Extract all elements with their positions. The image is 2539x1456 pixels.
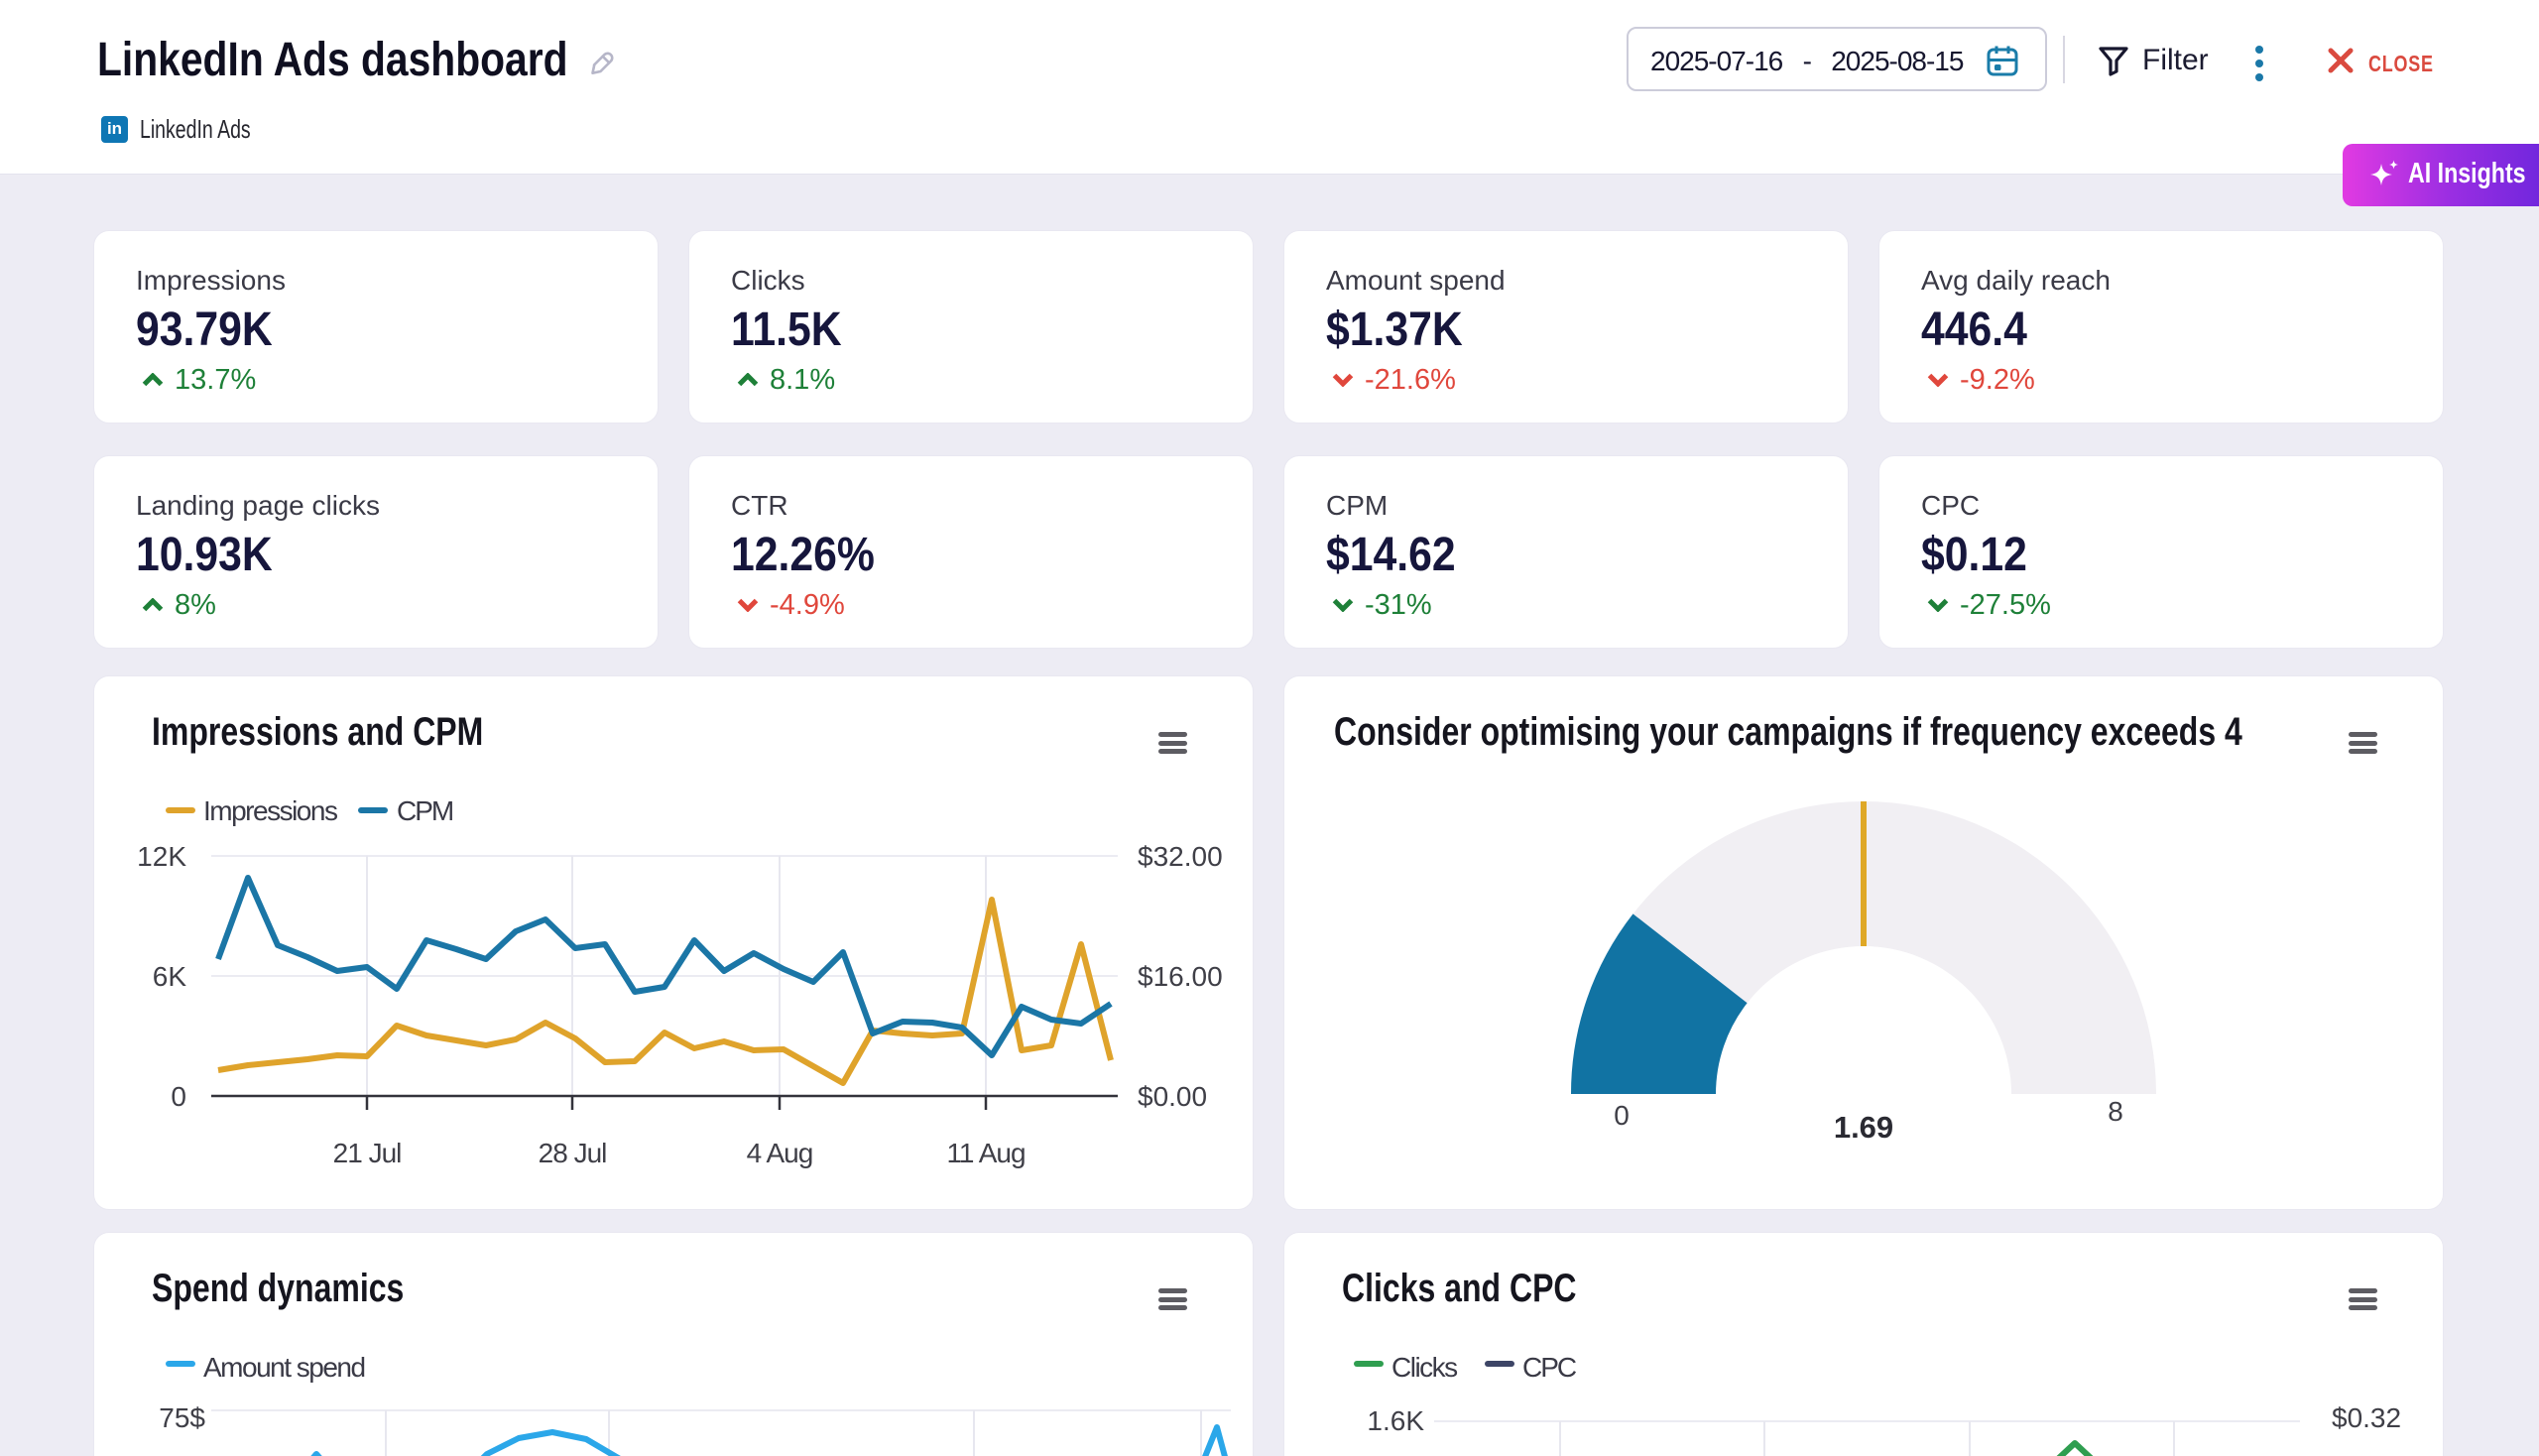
svg-text:1.69: 1.69 [1834, 1110, 1893, 1145]
svg-text:Clicks: Clicks [1391, 1352, 1457, 1383]
svg-text:$0.00: $0.00 [1138, 1081, 1207, 1112]
svg-text:4 Aug: 4 Aug [747, 1138, 813, 1168]
svg-text:6K: 6K [153, 961, 187, 992]
svg-text:0: 0 [1614, 1100, 1630, 1131]
svg-text:75$: 75$ [159, 1402, 205, 1433]
svg-text:CPC: CPC [1522, 1352, 1577, 1383]
svg-text:$0.32: $0.32 [2332, 1402, 2401, 1433]
svg-text:0: 0 [171, 1081, 186, 1112]
svg-text:Impressions: Impressions [203, 795, 337, 826]
svg-text:21 Jul: 21 Jul [333, 1138, 402, 1168]
svg-text:$32.00: $32.00 [1138, 841, 1223, 872]
svg-text:$16.00: $16.00 [1138, 961, 1223, 992]
svg-text:CPM: CPM [397, 795, 453, 826]
svg-text:12K: 12K [137, 841, 186, 872]
svg-text:11 Aug: 11 Aug [946, 1138, 1025, 1168]
svg-text:28 Jul: 28 Jul [539, 1138, 607, 1168]
svg-text:Amount spend: Amount spend [203, 1352, 365, 1383]
svg-text:1.6K: 1.6K [1367, 1405, 1424, 1436]
svg-text:8: 8 [2108, 1096, 2123, 1127]
